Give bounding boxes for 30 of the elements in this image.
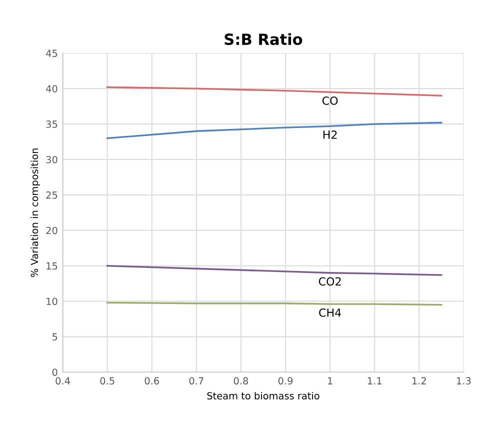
x-tick-label: 0.5 xyxy=(100,377,114,385)
y-tick-label: 0 xyxy=(52,368,58,376)
x-tick-label: 0.9 xyxy=(278,377,293,385)
series-label: CH4 xyxy=(319,308,342,317)
x-tick-label: 1 xyxy=(328,377,332,384)
x-tick-label: 0.8 xyxy=(234,377,248,385)
y-tick-label: 10 xyxy=(46,298,58,306)
line-series xyxy=(106,264,442,276)
series-label: CO xyxy=(322,96,338,105)
y-tick-label: 25 xyxy=(46,191,58,199)
chart-title: S:B Ratio xyxy=(224,33,302,46)
y-axis-title: % Variation in composition xyxy=(30,148,40,277)
line-series xyxy=(106,86,442,97)
line-series xyxy=(106,122,442,140)
y-tick-label: 5 xyxy=(52,333,58,341)
y-tick-label: 35 xyxy=(46,120,58,128)
x-axis-title: Steam to biomass ratio xyxy=(207,392,320,400)
x-tick-label: 1.2 xyxy=(412,377,426,384)
series-label: H2 xyxy=(323,130,337,139)
y-tick-label: 45 xyxy=(46,50,58,57)
y-tick-label: 15 xyxy=(46,262,58,270)
y-tick-label: 20 xyxy=(46,226,58,234)
x-tick-label: 0.4 xyxy=(56,377,70,385)
series-label: CO2 xyxy=(318,277,341,286)
x-tick-label: 0.6 xyxy=(144,377,159,385)
y-tick-label: 30 xyxy=(46,156,58,164)
x-tick-label: 1.3 xyxy=(457,377,471,385)
x-tick-label: 1.1 xyxy=(368,377,382,384)
y-tick-label: 40 xyxy=(46,85,58,92)
x-tick-label: 0.7 xyxy=(189,377,204,385)
